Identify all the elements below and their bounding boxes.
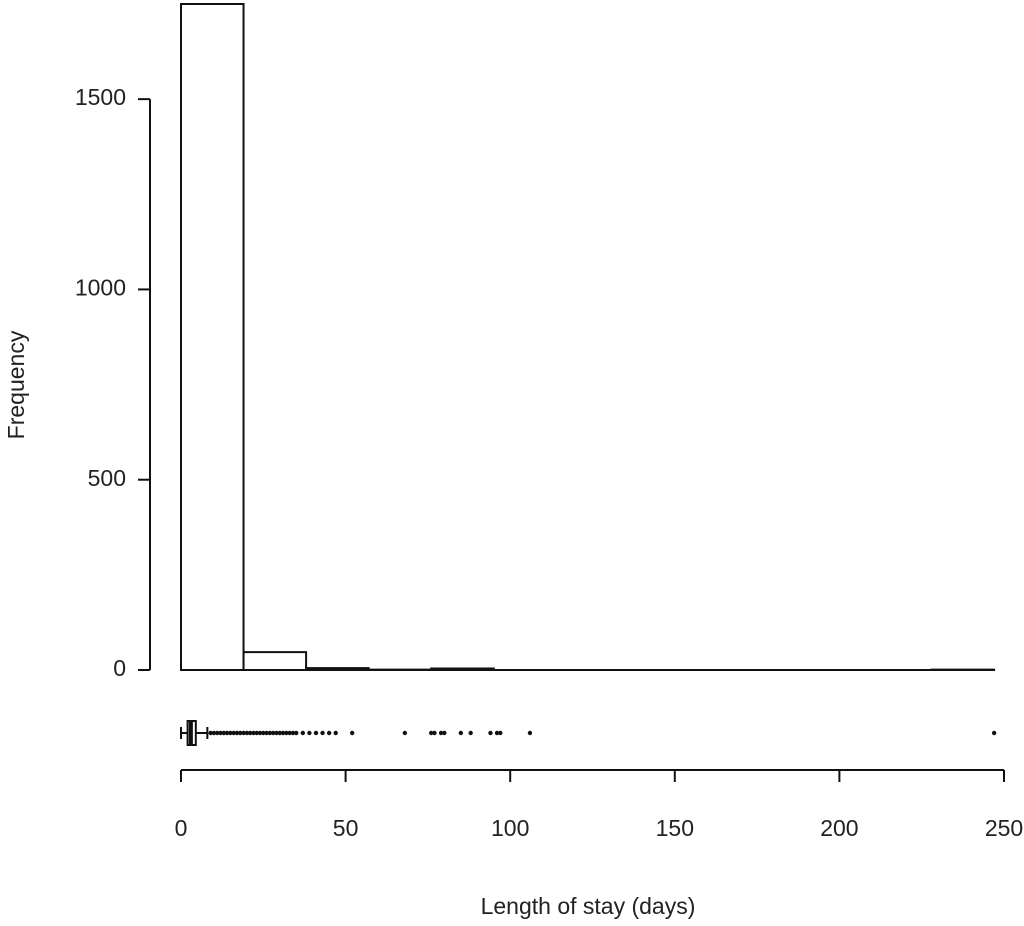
outlier xyxy=(277,730,282,736)
outlier xyxy=(313,730,319,736)
outlier xyxy=(274,730,279,736)
y-tick-label: 1500 xyxy=(75,84,126,110)
outlier xyxy=(238,730,243,736)
y-tick-label: 1000 xyxy=(75,275,126,301)
x-tick-label: 200 xyxy=(820,815,858,841)
outlier xyxy=(290,730,296,736)
x-tick-label: 0 xyxy=(175,815,188,841)
outlier xyxy=(428,730,434,736)
outlier xyxy=(280,730,286,736)
outlier xyxy=(527,730,533,736)
outlier xyxy=(494,730,500,736)
outlier xyxy=(231,730,236,736)
outlier xyxy=(261,730,266,736)
outlier xyxy=(349,730,355,736)
outlier xyxy=(224,730,230,736)
outlier xyxy=(208,730,213,736)
outlier xyxy=(218,730,223,736)
outlier xyxy=(402,730,408,736)
outlier xyxy=(991,730,997,736)
outlier xyxy=(244,730,250,736)
x-tick-label: 100 xyxy=(491,815,529,841)
bar xyxy=(242,651,308,672)
outlier xyxy=(320,730,325,736)
outlier xyxy=(438,730,444,736)
bar xyxy=(180,3,245,671)
outlier xyxy=(333,730,338,736)
outlier xyxy=(300,730,306,736)
outlier xyxy=(241,730,246,736)
outlier xyxy=(270,730,276,736)
outlier xyxy=(284,730,289,736)
y-tick-label: 500 xyxy=(88,465,126,491)
outlier xyxy=(498,730,503,736)
outlier xyxy=(267,730,273,736)
outlier xyxy=(247,730,253,736)
outlier xyxy=(221,730,226,736)
outlier xyxy=(488,730,493,736)
outlier xyxy=(215,730,220,736)
x-tick-label: 250 xyxy=(985,815,1023,841)
outlier xyxy=(326,730,332,736)
outlier xyxy=(307,730,312,736)
outlier xyxy=(254,730,259,736)
outlier xyxy=(211,730,217,736)
bar xyxy=(305,667,370,672)
bar xyxy=(430,667,495,672)
outlier xyxy=(442,730,447,736)
outlier xyxy=(228,730,233,736)
outlier xyxy=(294,730,299,736)
outlier xyxy=(468,730,473,736)
outlier xyxy=(257,730,263,736)
outlier xyxy=(264,730,269,736)
outlier xyxy=(287,730,292,736)
y-tick-label: 0 xyxy=(113,655,126,681)
outlier xyxy=(234,730,240,736)
x-tick-label: 50 xyxy=(333,815,359,841)
outlier xyxy=(251,730,256,736)
x-axis-label: Length of stay (days) xyxy=(481,893,696,919)
outlier xyxy=(432,730,437,736)
outlier xyxy=(458,730,464,736)
x-tick-label: 150 xyxy=(656,815,694,841)
y-axis-label: Frequency xyxy=(3,330,29,439)
